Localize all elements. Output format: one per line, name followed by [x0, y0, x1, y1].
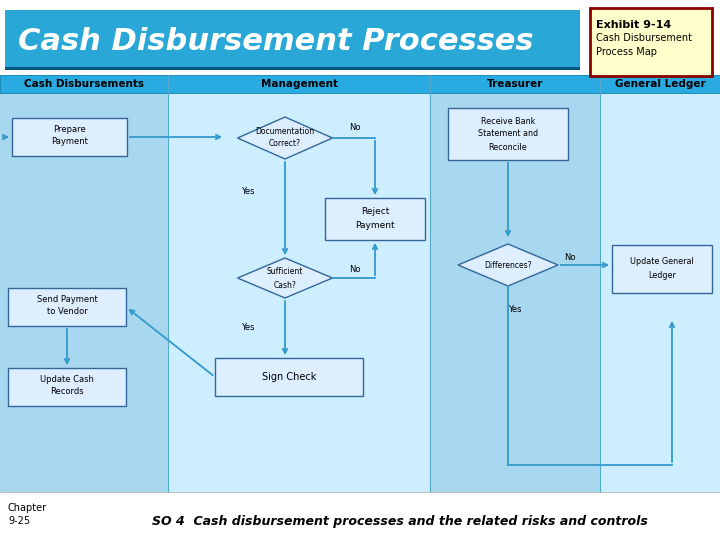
Text: Treasurer: Treasurer: [487, 79, 543, 89]
Text: No: No: [564, 253, 576, 262]
Text: Correct?: Correct?: [269, 139, 301, 148]
Text: Differences?: Differences?: [484, 260, 532, 269]
Bar: [325, 198, 425, 240]
Bar: [0, 492, 720, 540]
Text: Cash Disbursement Processes: Cash Disbursement Processes: [18, 28, 534, 57]
Bar: [448, 108, 568, 160]
Bar: [612, 245, 712, 293]
Polygon shape: [238, 258, 333, 298]
Bar: [430, 75, 600, 93]
Bar: [600, 75, 720, 492]
Text: Records: Records: [50, 388, 84, 396]
Bar: [0, 75, 168, 492]
Text: Yes: Yes: [241, 323, 255, 333]
Bar: [5, 67, 580, 70]
Bar: [8, 368, 126, 406]
Text: Statement and: Statement and: [478, 130, 538, 138]
Text: Yes: Yes: [241, 187, 255, 197]
Text: No: No: [349, 124, 361, 132]
Text: Documentation: Documentation: [256, 126, 315, 136]
Text: Chapter: Chapter: [8, 503, 47, 513]
Text: Exhibit 9-14: Exhibit 9-14: [596, 20, 671, 30]
Text: No: No: [349, 266, 361, 274]
Bar: [12, 118, 127, 156]
Bar: [5, 10, 580, 68]
Text: Cash Disbursement: Cash Disbursement: [596, 33, 692, 43]
Text: to Vendor: to Vendor: [47, 307, 87, 316]
Bar: [0, 75, 168, 93]
Bar: [430, 75, 600, 492]
Text: Reject: Reject: [361, 207, 390, 217]
Text: Yes: Yes: [508, 306, 522, 314]
Text: Management: Management: [261, 79, 338, 89]
Text: Update Cash: Update Cash: [40, 375, 94, 384]
Text: General Ledger: General Ledger: [615, 79, 706, 89]
Text: Cash?: Cash?: [274, 280, 297, 289]
Bar: [0, 0, 720, 75]
Text: Receive Bank: Receive Bank: [481, 117, 535, 125]
Text: Payment: Payment: [355, 221, 395, 231]
Polygon shape: [238, 117, 333, 159]
Bar: [8, 288, 126, 326]
Text: SO 4  Cash disbursement processes and the related risks and controls: SO 4 Cash disbursement processes and the…: [152, 516, 648, 529]
Text: Ledger: Ledger: [648, 271, 676, 280]
Bar: [168, 75, 430, 93]
Bar: [590, 8, 712, 76]
Bar: [215, 358, 363, 396]
Text: Payment: Payment: [51, 138, 88, 146]
Text: Send Payment: Send Payment: [37, 295, 97, 305]
Bar: [600, 75, 720, 93]
Text: Sign Check: Sign Check: [262, 372, 316, 382]
Text: Process Map: Process Map: [596, 47, 657, 57]
Text: Reconcile: Reconcile: [489, 143, 527, 152]
Text: Sufficient: Sufficient: [267, 267, 303, 276]
Text: 9-25: 9-25: [8, 516, 30, 526]
Text: Update General: Update General: [630, 256, 694, 266]
Text: Cash Disbursements: Cash Disbursements: [24, 79, 144, 89]
Text: Prepare: Prepare: [53, 125, 86, 134]
Polygon shape: [458, 244, 558, 286]
Bar: [168, 75, 430, 492]
